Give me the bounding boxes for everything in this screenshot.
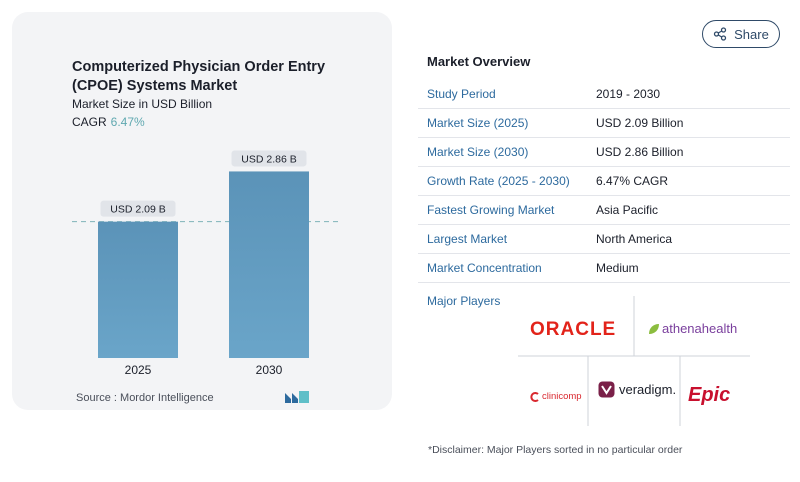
overview-row: Fastest Growing Market Asia Pacific [418,196,790,225]
overview-key: Market Size (2030) [427,145,529,159]
athena-leaf-icon [649,323,659,334]
overview-value: USD 2.86 Billion [596,145,684,159]
data-label: USD 2.09 B [110,204,165,216]
cagr-label: CAGR [72,115,107,129]
overview-value: 2019 - 2030 [596,87,661,101]
veradigm-mark-icon [598,381,615,398]
overview-value: Asia Pacific [596,203,659,217]
overview-row: Market Size (2025) USD 2.09 Billion [418,109,790,138]
overview-row: Study Period 2019 - 2030 [418,80,790,109]
veradigm-logo: veradigm. [598,381,676,398]
source-value: Mordor Intelligence [120,392,214,404]
oracle-logo: ORACLE [530,319,616,341]
athenahealth-logo-text: athenahealth [662,321,738,336]
source-label: Source : [76,392,117,404]
overview-row: Largest Market North America [418,225,790,254]
overview-title: Market Overview [427,54,531,69]
epic-logo-text: Epic [688,384,731,406]
overview-value: USD 2.09 Billion [596,116,684,130]
overview-value: North America [596,232,673,246]
clinicomp-logo-text: clinicomp [542,391,582,402]
overview-row: Market Concentration Medium [418,254,790,283]
epic-logo: Epic [688,384,730,407]
overview-key: Largest Market [427,232,508,246]
chart-card [12,12,392,410]
overview-table: Study Period 2019 - 2030 Market Size (20… [418,80,790,283]
bar-chart: USD 2.09 B 2025 USD 2.86 B 2030 [72,150,338,377]
overview-row: Growth Rate (2025 - 2030) 6.47% CAGR [418,167,790,196]
data-label-bg [231,150,307,167]
chart-subtitle: Market Size in USD Billion [72,97,213,111]
overview-key: Market Concentration [427,261,542,275]
overview-value: Medium [596,261,639,275]
data-label: USD 2.86 B [241,153,296,165]
share-icon [713,27,727,41]
share-button[interactable]: Share [702,20,780,48]
overview-key: Fastest Growing Market [427,203,555,217]
x-tick-label: 2025 [125,363,152,377]
share-label: Share [734,26,769,42]
athenahealth-logo: athenahealth [648,321,737,336]
disclaimer: *Disclaimer: Major Players sorted in no … [428,444,683,456]
source-line: Source : Mordor Intelligence [76,392,214,404]
veradigm-logo-text: veradigm. [619,382,677,397]
overview-value: 6.47% CAGR [596,174,669,188]
overview-row: Market Size (2030) USD 2.86 Billion [418,138,790,167]
cagr-value: 6.47% [110,115,145,129]
players-title: Major Players [427,294,501,308]
chart-title: Computerized Physician Order Entry (CPOE… [72,59,326,94]
mordor-logo-icon [285,391,309,403]
bar-2025 [98,221,178,358]
data-label-bg [100,200,176,217]
oracle-logo-text: ORACLE [530,319,617,340]
x-tick-label: 2030 [256,363,283,377]
bar-2030 [229,171,309,358]
overview-key: Market Size (2025) [427,116,529,130]
cagr-row: CAGR 6.47% [72,115,145,129]
overview-key: Study Period [427,87,496,101]
clinicomp-mark-icon [530,391,539,402]
clinicomp-logo: clinicomp [530,391,582,402]
overview-key: Growth Rate (2025 - 2030) [427,174,570,188]
